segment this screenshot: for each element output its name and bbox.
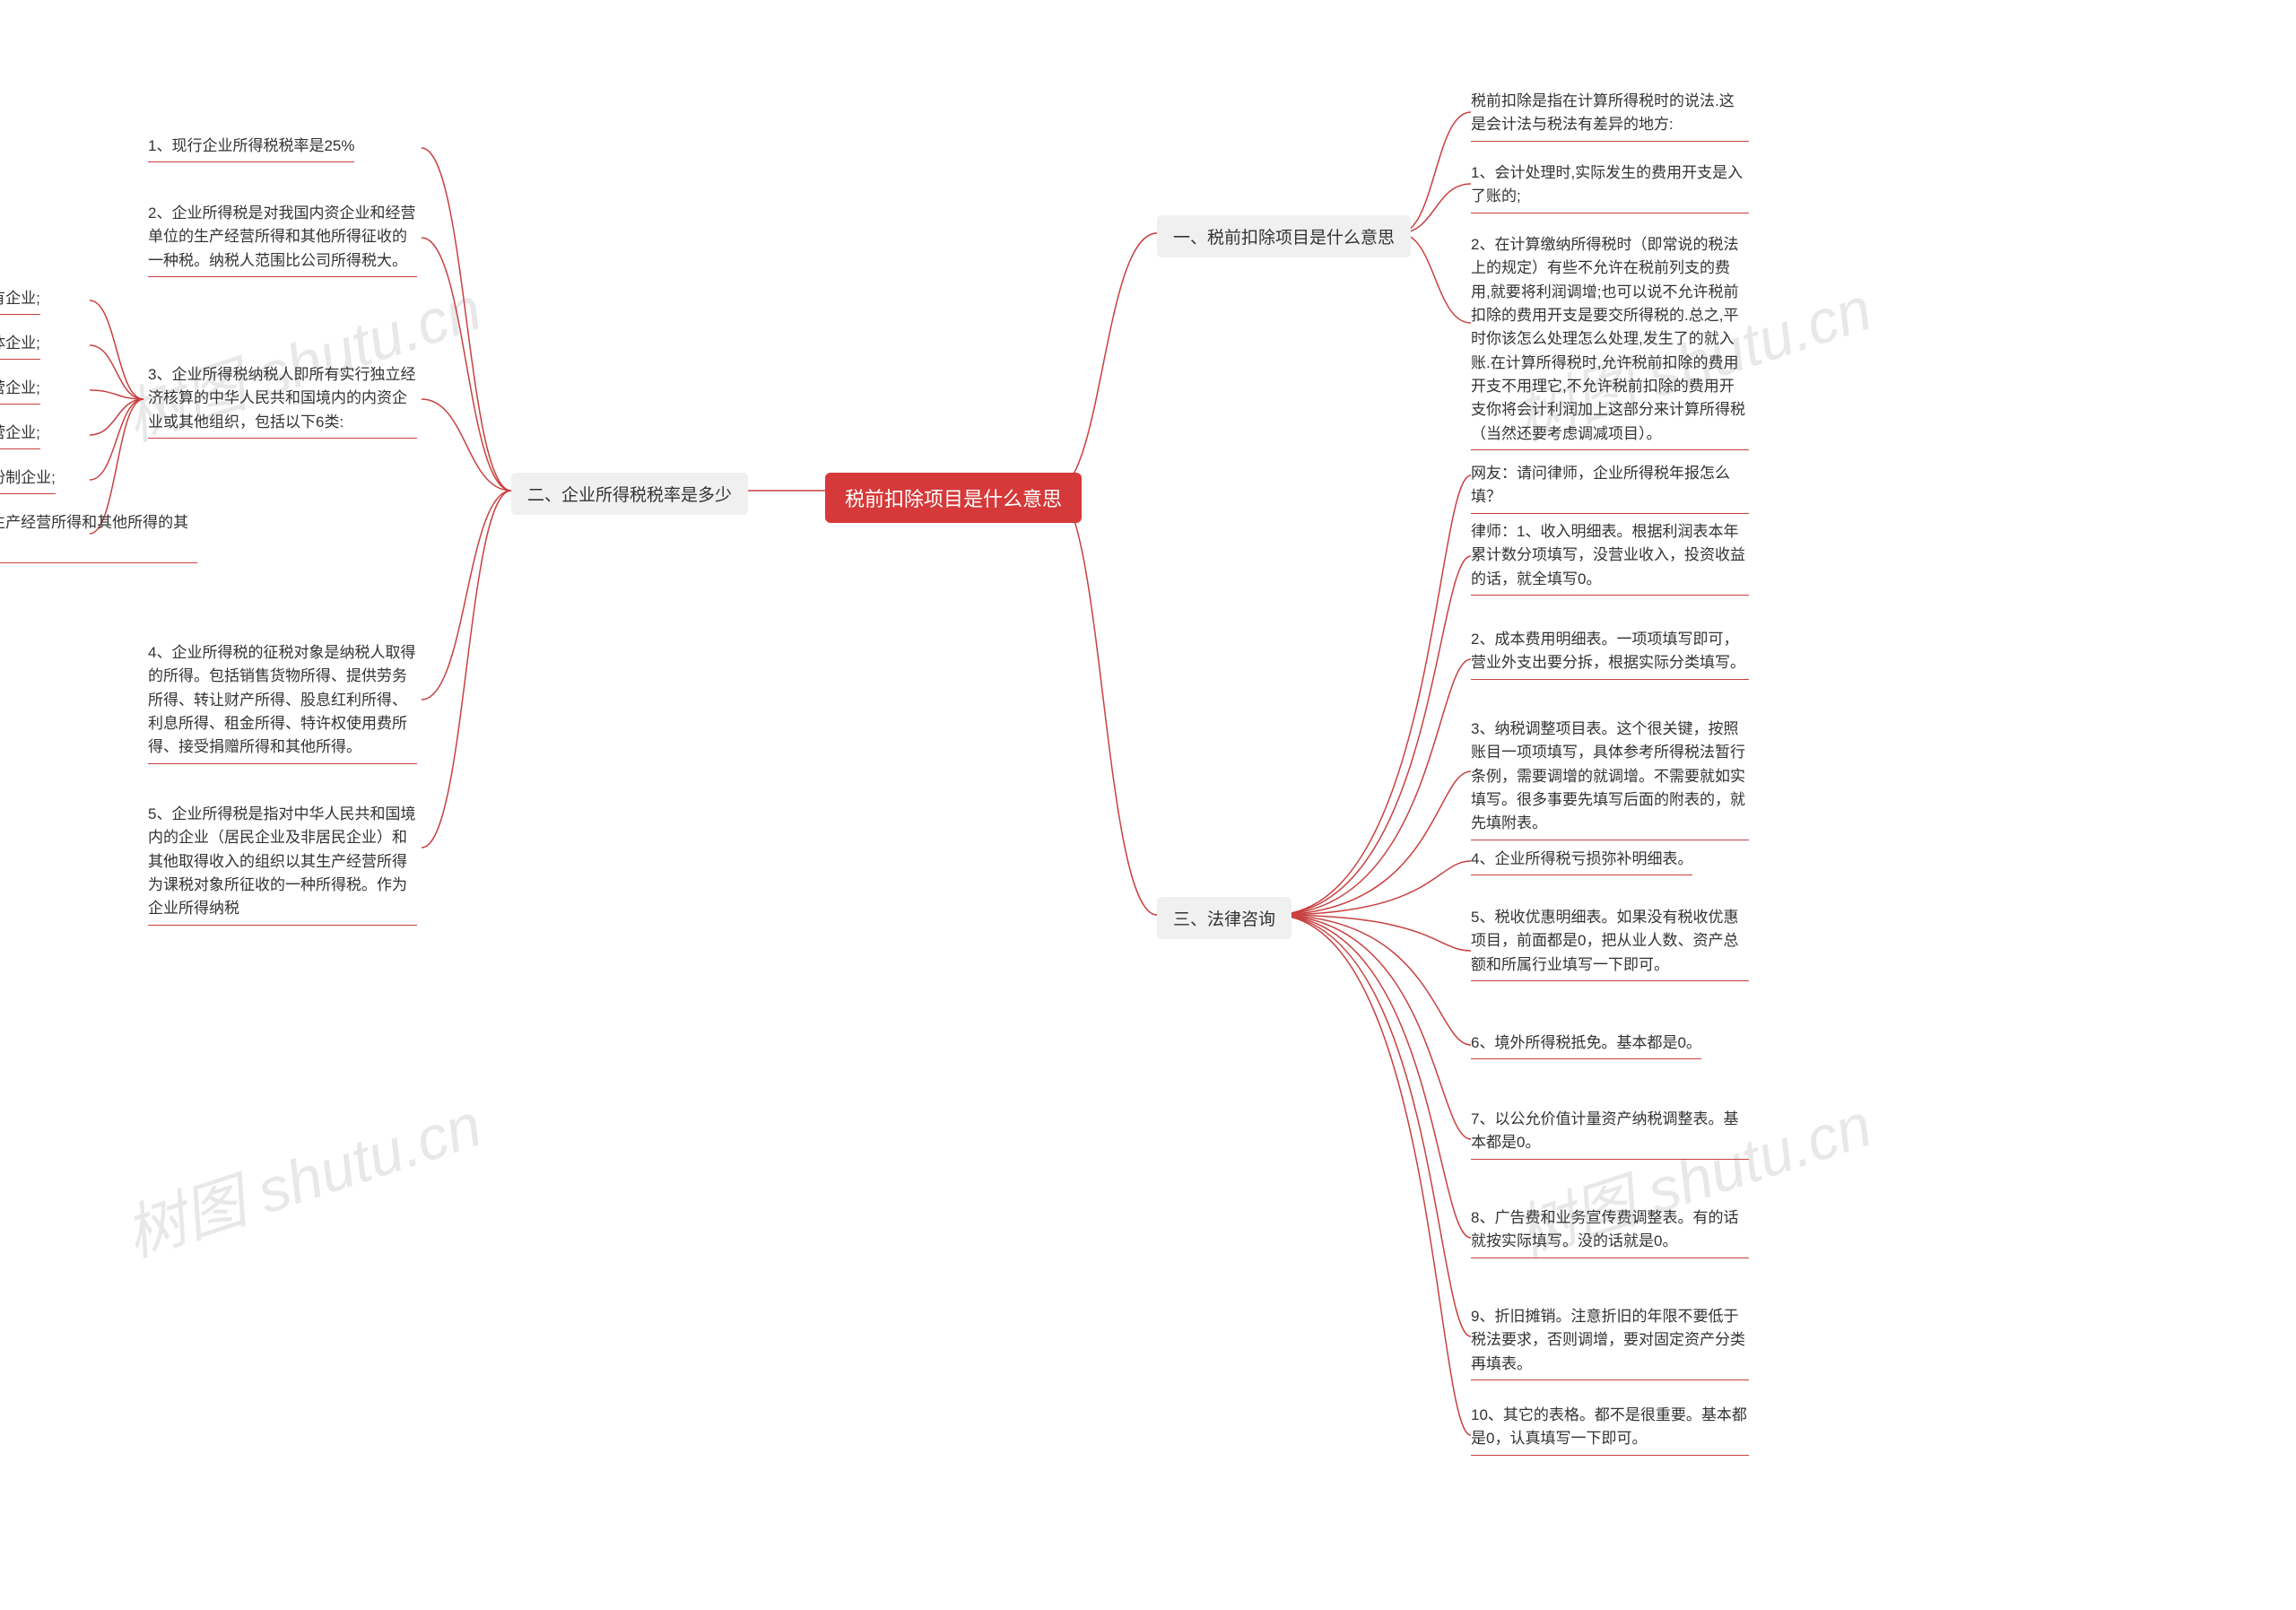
branch-1-label: 一、税前扣除项目是什么意思 bbox=[1173, 224, 1395, 248]
b3-leaf-2: 2、成本费用明细表。一项项填写即可，营业外支出要分拆，根据实际分类填写。 bbox=[1471, 628, 1749, 680]
b3-leaf-10: 10、其它的表格。都不是很重要。基本都是0，认真填写一下即可。 bbox=[1471, 1404, 1749, 1456]
b2-leaf-2: 3、企业所得税纳税人即所有实行独立经济核算的中华人民共和国境内的内资企业或其他组… bbox=[148, 363, 417, 439]
b3-leaf-0: 网友：请问律师，企业所得税年报怎么填？ bbox=[1471, 462, 1749, 514]
leaf-text: 1、现行企业所得税税率是25% bbox=[148, 135, 354, 158]
leaf-text: 2、企业所得税是对我国内资企业和经营单位的生产经营所得和其他所得征收的一种税。纳… bbox=[148, 202, 417, 273]
branch-2-label: 二、企业所得税税率是多少 bbox=[527, 482, 732, 506]
leaf-text: 2、成本费用明细表。一项项填写即可，营业外支出要分拆，根据实际分类填写。 bbox=[1471, 628, 1749, 675]
b2-leaf-0: 1、现行企业所得税税率是25% bbox=[148, 135, 354, 162]
leaf-text: 8、广告费和业务宣传费调整表。有的话就按实际填写。没的话就是0。 bbox=[1471, 1206, 1749, 1254]
b3-leaf-8: 8、广告费和业务宣传费调整表。有的话就按实际填写。没的话就是0。 bbox=[1471, 1206, 1749, 1258]
leaf-text: (3）私营企业; bbox=[0, 377, 40, 400]
b2-leaf-4: 5、企业所得税是指对中华人民共和国境内的企业（居民企业及非居民企业）和其他取得收… bbox=[148, 803, 417, 926]
leaf-text: (5）股份制企业; bbox=[0, 466, 56, 490]
b1-leaf-0: 税前扣除是指在计算所得税时的说法.这是会计法与税法有差异的地方: bbox=[1471, 90, 1749, 142]
b3-leaf-1: 律师：1、收入明细表。根据利润表本年累计数分项填写，没营业收入，投资收益的话，就… bbox=[1471, 520, 1749, 596]
b2-sub-3: (4）联营企业; bbox=[0, 422, 40, 449]
branch-3: 三、法律咨询 bbox=[1157, 897, 1292, 939]
leaf-text: 7、以公允价值计量资产纳税调整表。基本都是0。 bbox=[1471, 1108, 1749, 1155]
leaf-text: (4）联营企业; bbox=[0, 422, 40, 445]
leaf-text: 4、企业所得税的征税对象是纳税人取得的所得。包括销售货物所得、提供劳务所得、转让… bbox=[148, 641, 417, 760]
branch-2: 二、企业所得税税率是多少 bbox=[511, 473, 748, 515]
b2-sub-4: (5）股份制企业; bbox=[0, 466, 56, 494]
b2-sub-5: (6）有生产经营所得和其他所得的其他组织。 bbox=[0, 511, 197, 563]
leaf-text: 税前扣除是指在计算所得税时的说法.这是会计法与税法有差异的地方: bbox=[1471, 90, 1749, 137]
leaf-text: 9、折旧摊销。注意折旧的年限不要低于税法要求，否则调增，要对固定资产分类再填表。 bbox=[1471, 1305, 1749, 1376]
branch-3-label: 三、法律咨询 bbox=[1173, 906, 1275, 930]
b3-leaf-5: 5、税收优惠明细表。如果没有税收优惠项目，前面都是0，把从业人数、资产总额和所属… bbox=[1471, 906, 1749, 981]
b2-leaf-3: 4、企业所得税的征税对象是纳税人取得的所得。包括销售货物所得、提供劳务所得、转让… bbox=[148, 641, 417, 764]
branch-1: 一、税前扣除项目是什么意思 bbox=[1157, 215, 1411, 257]
leaf-text: 5、税收优惠明细表。如果没有税收优惠项目，前面都是0，把从业人数、资产总额和所属… bbox=[1471, 906, 1749, 977]
leaf-text: 2、在计算缴纳所得税时（即常说的税法上的规定）有些不允许在税前列支的费用,就要将… bbox=[1471, 233, 1749, 446]
leaf-text: 3、企业所得税纳税人即所有实行独立经济核算的中华人民共和国境内的内资企业或其他组… bbox=[148, 363, 417, 434]
b3-leaf-9: 9、折旧摊销。注意折旧的年限不要低于税法要求，否则调增，要对固定资产分类再填表。 bbox=[1471, 1305, 1749, 1380]
watermark: 树图 shutu.cn bbox=[112, 1075, 491, 1274]
leaf-text: 4、企业所得税亏损弥补明细表。 bbox=[1471, 848, 1692, 871]
b3-leaf-4: 4、企业所得税亏损弥补明细表。 bbox=[1471, 848, 1692, 875]
root-label: 税前扣除项目是什么意思 bbox=[845, 483, 1062, 512]
leaf-text: 5、企业所得税是指对中华人民共和国境内的企业（居民企业及非居民企业）和其他取得收… bbox=[148, 803, 417, 921]
b2-leaf-1: 2、企业所得税是对我国内资企业和经营单位的生产经营所得和其他所得征收的一种税。纳… bbox=[148, 202, 417, 277]
leaf-text: 律师：1、收入明细表。根据利润表本年累计数分项填写，没营业收入，投资收益的话，就… bbox=[1471, 520, 1749, 591]
b2-sub-1: (2）集体企业; bbox=[0, 332, 40, 360]
b1-leaf-1: 1、会计处理时,实际发生的费用开支是入了账的; bbox=[1471, 161, 1749, 213]
root-node: 税前扣除项目是什么意思 bbox=[825, 473, 1082, 523]
leaf-text: 网友：请问律师，企业所得税年报怎么填？ bbox=[1471, 462, 1749, 509]
b2-sub-0: (1）国有企业; bbox=[0, 287, 40, 315]
b3-leaf-6: 6、境外所得税抵免。基本都是0。 bbox=[1471, 1031, 1701, 1059]
leaf-text: 3、纳税调整项目表。这个很关键，按照账目一项项填写，具体参考所得税法暂行条例，需… bbox=[1471, 718, 1749, 836]
b3-leaf-3: 3、纳税调整项目表。这个很关键，按照账目一项项填写，具体参考所得税法暂行条例，需… bbox=[1471, 718, 1749, 840]
leaf-text: 10、其它的表格。都不是很重要。基本都是0，认真填写一下即可。 bbox=[1471, 1404, 1749, 1451]
leaf-text: 6、境外所得税抵免。基本都是0。 bbox=[1471, 1031, 1701, 1055]
leaf-text: 1、会计处理时,实际发生的费用开支是入了账的; bbox=[1471, 161, 1749, 209]
leaf-text: (2）集体企业; bbox=[0, 332, 40, 355]
mindmap-canvas: 树图 shutu.cn 树图 shutu.cn 树图 shutu.cn 树图 s… bbox=[0, 0, 2296, 1610]
leaf-text: (6）有生产经营所得和其他所得的其他组织。 bbox=[0, 511, 197, 559]
b2-sub-2: (3）私营企业; bbox=[0, 377, 40, 405]
leaf-text: (1）国有企业; bbox=[0, 287, 40, 310]
b1-leaf-2: 2、在计算缴纳所得税时（即常说的税法上的规定）有些不允许在税前列支的费用,就要将… bbox=[1471, 233, 1749, 450]
b3-leaf-7: 7、以公允价值计量资产纳税调整表。基本都是0。 bbox=[1471, 1108, 1749, 1160]
